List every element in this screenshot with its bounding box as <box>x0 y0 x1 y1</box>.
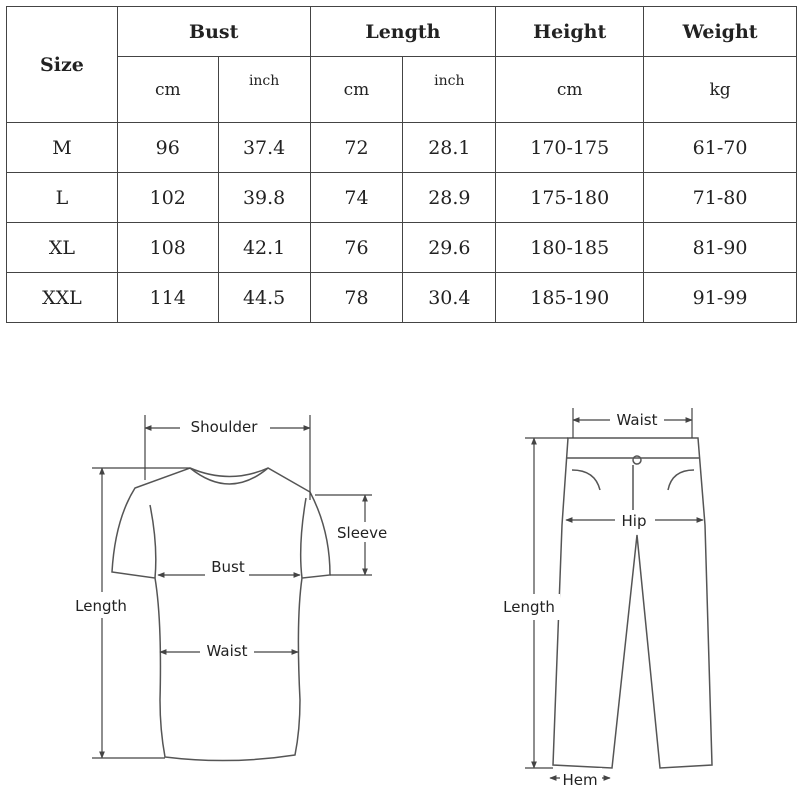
pants-outline <box>552 437 713 769</box>
unit-cell: cm <box>495 56 645 123</box>
value-cell: 28.1 <box>402 122 497 173</box>
unit-cell: inch <box>402 56 497 123</box>
value-cell: 185-190 <box>495 272 645 323</box>
value-cell: 44.5 <box>217 272 311 323</box>
size-cell: XXL <box>6 272 118 323</box>
value-cell: 39.8 <box>217 172 311 223</box>
value-cell: 74 <box>309 172 404 223</box>
pants-waist-label: Waist <box>617 411 658 429</box>
value-cell: 108 <box>116 222 219 273</box>
value-cell: 170-175 <box>495 122 645 173</box>
unit-cell: cm <box>309 56 404 123</box>
size-cell: L <box>6 172 118 223</box>
table-row: M 96 37.4 72 28.1 170-175 61-70 <box>6 122 797 173</box>
size-chart-table: Size Bust Length Height Weight cm inch c… <box>6 6 797 323</box>
value-cell: 71-80 <box>643 172 797 223</box>
tshirt-diagram <box>92 415 372 762</box>
shoulder-label: Shoulder <box>191 418 259 436</box>
value-cell: 28.9 <box>402 172 497 223</box>
bust-header: Bust <box>116 6 311 57</box>
length-header: Length <box>309 6 497 57</box>
value-cell: 81-90 <box>643 222 797 273</box>
height-header: Height <box>495 6 645 57</box>
value-cell: 175-180 <box>495 172 645 223</box>
unit-cell: inch <box>217 56 311 123</box>
tshirt-outline <box>111 467 331 762</box>
table-row: L 102 39.8 74 28.9 175-180 71-80 <box>6 172 797 223</box>
value-cell: 78 <box>309 272 404 323</box>
value-cell: 91-99 <box>643 272 797 323</box>
size-cell: XL <box>6 222 118 273</box>
pants-length-label: Length <box>503 598 555 616</box>
value-cell: 61-70 <box>643 122 797 173</box>
size-header: Size <box>6 6 118 123</box>
hip-label: Hip <box>622 512 647 530</box>
pants-diagram <box>525 408 713 781</box>
weight-header: Weight <box>643 6 797 57</box>
hem-label: Hem <box>562 771 597 789</box>
value-cell: 72 <box>309 122 404 173</box>
value-cell: 29.6 <box>402 222 497 273</box>
sleeve-label: Sleeve <box>337 524 387 542</box>
value-cell: 37.4 <box>217 122 311 173</box>
unit-cell: kg <box>643 56 797 123</box>
table-row: XXL 114 44.5 78 30.4 185-190 91-99 <box>6 272 797 323</box>
table-row: XL 108 42.1 76 29.6 180-185 81-90 <box>6 222 797 273</box>
value-cell: 102 <box>116 172 219 223</box>
bust-label: Bust <box>211 558 245 576</box>
value-cell: 30.4 <box>402 272 497 323</box>
value-cell: 76 <box>309 222 404 273</box>
value-cell: 96 <box>116 122 219 173</box>
shirt-waist-label: Waist <box>207 642 248 660</box>
value-cell: 180-185 <box>495 222 645 273</box>
measurement-diagrams: Shoulder Sleeve Bust Length Waist Waist … <box>70 408 713 790</box>
value-cell: 114 <box>116 272 219 323</box>
shirt-length-label: Length <box>75 597 127 615</box>
value-cell: 42.1 <box>217 222 311 273</box>
unit-cell: cm <box>116 56 219 123</box>
size-cell: M <box>6 122 118 173</box>
